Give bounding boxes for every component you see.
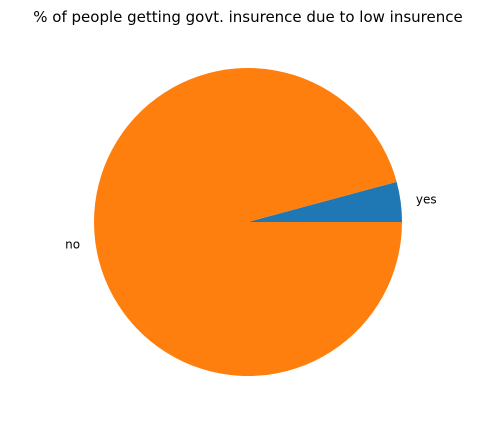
pie-label-no: no [65,237,80,251]
pie-slices [94,68,402,377]
pie-slice-no [94,68,402,377]
chart-title: % of people getting govt. insurence due … [33,8,462,26]
pie-labels: yes no [65,193,437,252]
pie-label-yes: yes [416,193,437,207]
pie-slice-yes [248,181,402,222]
